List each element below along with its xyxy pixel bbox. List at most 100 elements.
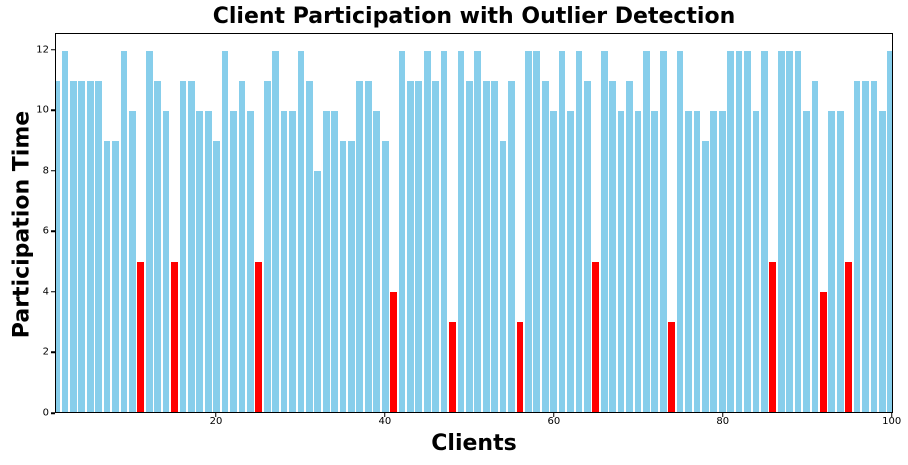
- y-tick-mark: [51, 49, 55, 51]
- x-tick-label: 20: [209, 416, 223, 427]
- y-tick-label: 10: [36, 104, 49, 116]
- client-bar: [878, 111, 886, 412]
- chart-title: Client Participation with Outlier Detect…: [212, 4, 736, 29]
- plot-area: [55, 33, 893, 413]
- outlier-bar: [592, 261, 600, 412]
- client-bar: [457, 50, 465, 412]
- client-bar: [213, 141, 220, 412]
- x-tick-mark: [384, 413, 386, 417]
- client-bar: [482, 80, 490, 412]
- client-bar: [348, 141, 355, 412]
- outlier-bar: [845, 261, 852, 412]
- client-bar: [491, 80, 499, 412]
- client-bar: [651, 111, 659, 412]
- client-bar: [187, 80, 195, 412]
- client-bar: [162, 111, 170, 412]
- client-bar: [760, 50, 768, 412]
- client-bar: [609, 80, 617, 412]
- client-bar: [550, 111, 558, 412]
- client-bar: [339, 141, 347, 412]
- outlier-bar: [769, 261, 777, 412]
- client-bar: [221, 50, 229, 412]
- client-bar: [373, 111, 381, 412]
- client-bar: [263, 80, 271, 412]
- client-bar: [230, 111, 237, 412]
- client-bar: [710, 111, 718, 412]
- client-bar: [440, 50, 448, 412]
- client-bar: [853, 80, 861, 412]
- y-tick-mark: [51, 351, 55, 354]
- client-bar: [289, 111, 296, 412]
- y-tick-label: 2: [42, 346, 49, 358]
- client-bar: [145, 50, 153, 412]
- client-bar: [870, 80, 878, 412]
- outlier-bar: [390, 291, 397, 412]
- outlier-bar: [171, 261, 178, 412]
- client-bar: [322, 111, 330, 412]
- client-bar: [777, 50, 785, 412]
- client-bar: [600, 50, 608, 412]
- client-bar: [701, 141, 709, 412]
- client-bar: [466, 80, 473, 412]
- client-bar: [533, 50, 541, 412]
- client-bar: [744, 50, 751, 412]
- client-bar: [752, 111, 760, 412]
- client-bar: [204, 111, 212, 412]
- client-bar: [238, 80, 246, 412]
- client-bar: [474, 50, 482, 412]
- client-bar: [499, 141, 507, 412]
- y-tick-label: 4: [42, 286, 49, 298]
- outlier-bar: [516, 321, 524, 412]
- client-bar: [541, 80, 549, 412]
- client-bar: [432, 80, 440, 412]
- outlier-bar: [255, 261, 263, 412]
- client-bar: [154, 80, 161, 412]
- y-tick-mark: [51, 170, 55, 172]
- client-bar: [305, 80, 313, 412]
- client-bar: [272, 50, 279, 412]
- client-bar: [803, 111, 810, 412]
- client-bar: [567, 111, 574, 412]
- x-tick-mark: [215, 413, 217, 417]
- client-bar: [128, 111, 136, 412]
- x-tick-mark: [890, 413, 893, 417]
- x-tick-mark: [553, 413, 555, 417]
- client-bar: [642, 50, 650, 412]
- client-bar: [246, 111, 254, 412]
- client-bar: [558, 50, 566, 412]
- client-bar: [685, 111, 692, 412]
- client-bar: [626, 80, 633, 412]
- client-bar: [727, 50, 734, 412]
- client-bar: [735, 50, 743, 412]
- client-bar: [693, 111, 701, 412]
- x-tick-label: 80: [716, 416, 730, 427]
- client-bar: [575, 50, 583, 412]
- client-bar: [69, 80, 77, 412]
- outlier-bar: [668, 321, 675, 412]
- client-bar: [584, 80, 591, 412]
- client-bar: [356, 80, 364, 412]
- client-bar: [423, 50, 431, 412]
- y-tick-label: 6: [42, 225, 49, 237]
- client-bar: [659, 50, 667, 412]
- outlier-bar: [449, 321, 456, 412]
- y-tick-mark: [51, 412, 55, 414]
- y-tick-mark: [51, 291, 55, 293]
- client-bar: [525, 50, 532, 412]
- y-tick-label: 12: [36, 44, 49, 56]
- x-tick-label: 60: [547, 416, 561, 427]
- outlier-bar: [137, 261, 145, 412]
- client-bar: [862, 80, 869, 412]
- client-bar: [196, 111, 204, 412]
- x-tick-label: 100: [882, 416, 902, 427]
- client-bar: [676, 50, 684, 412]
- client-bar: [811, 80, 819, 412]
- y-tick-mark: [51, 109, 55, 112]
- client-bar: [280, 111, 288, 412]
- client-bar: [112, 141, 119, 412]
- y-tick-label: 0: [42, 407, 49, 419]
- client-bar: [718, 111, 726, 412]
- client-bar: [828, 111, 836, 412]
- client-bar: [297, 50, 305, 412]
